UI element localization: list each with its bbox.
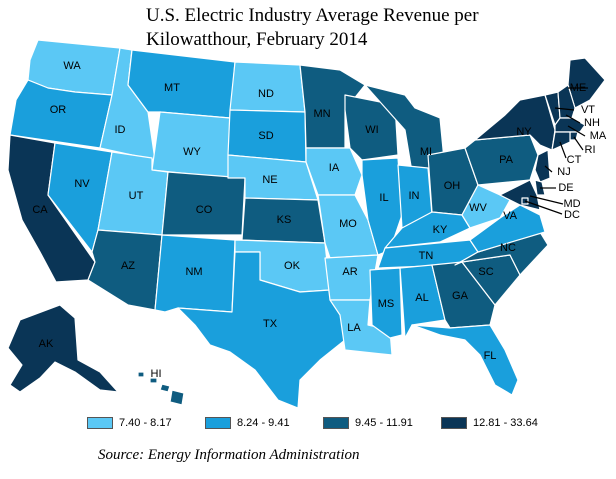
label-il: IL	[379, 192, 388, 204]
legend-label-4: 12.81 - 33.64	[473, 417, 538, 429]
title-line-1: U.S. Electric Industry Average Revenue p…	[146, 5, 479, 26]
label-al: AL	[415, 292, 428, 304]
label-nh: NH	[584, 117, 600, 129]
label-ma: MA	[590, 130, 607, 142]
leader-ri	[573, 136, 584, 151]
label-tx: TX	[263, 318, 278, 330]
label-ut: UT	[129, 190, 144, 202]
label-co: CO	[196, 204, 213, 216]
label-ar: AR	[342, 266, 357, 278]
label-me: ME	[570, 82, 587, 94]
label-or: OR	[50, 104, 67, 116]
label-ri: RI	[585, 144, 596, 156]
state-hi-2[interactable]	[149, 377, 158, 384]
state-la[interactable]	[329, 299, 393, 356]
label-az: AZ	[121, 260, 135, 272]
legend: 7.40 - 8.17 8.24 - 9.41 9.45 - 11.91 12.…	[87, 417, 559, 429]
legend-label-1: 7.40 - 8.17	[119, 417, 172, 429]
leader-nj	[544, 165, 553, 173]
state-hi-1[interactable]	[137, 371, 145, 378]
state-mn[interactable]	[299, 64, 366, 149]
label-pa: PA	[499, 154, 514, 166]
leader-md	[529, 195, 564, 205]
state-ri[interactable]	[569, 131, 579, 141]
label-wy: WY	[183, 146, 201, 158]
label-ak: AK	[39, 338, 54, 350]
label-ms: MS	[378, 298, 395, 310]
state-ak[interactable]	[7, 304, 119, 393]
label-dc: DC	[564, 209, 580, 221]
label-nd: ND	[258, 88, 274, 100]
label-id: ID	[115, 124, 126, 136]
label-ky: KY	[433, 224, 448, 236]
state-ct[interactable]	[551, 131, 571, 151]
state-ms[interactable]	[369, 267, 403, 339]
leader-nh	[565, 114, 581, 124]
label-nm: NM	[185, 266, 202, 278]
label-ct: CT	[567, 154, 582, 166]
label-oh: OH	[444, 180, 461, 192]
label-mt: MT	[164, 82, 180, 94]
label-va: VA	[503, 210, 518, 222]
legend-swatch-3	[323, 417, 349, 429]
label-ok: OK	[284, 260, 301, 272]
legend-item-4: 12.81 - 33.64	[441, 417, 559, 429]
label-nc: NC	[500, 242, 516, 254]
legend-label-3: 9.45 - 11.91	[355, 417, 413, 429]
label-mn: MN	[313, 108, 330, 120]
title-line-2: Kilowatthour, February 2014	[146, 29, 368, 50]
label-mo: MO	[339, 218, 357, 230]
state-tx[interactable]	[177, 251, 346, 409]
label-ne: NE	[262, 174, 277, 186]
legend-item-3: 9.45 - 11.91	[323, 417, 441, 429]
label-ny: NY	[516, 126, 532, 138]
label-ia: IA	[329, 162, 340, 174]
map-title: U.S. Electric Industry Average Revenue p…	[146, 4, 586, 52]
legend-item-1: 7.40 - 8.17	[87, 417, 205, 429]
label-ks: KS	[277, 214, 292, 226]
label-sc: SC	[478, 266, 493, 278]
label-nv: NV	[74, 178, 90, 190]
source-note: Source: Energy Information Administratio…	[98, 447, 360, 463]
label-wv: WV	[469, 202, 487, 214]
label-fl: FL	[484, 350, 497, 362]
label-nj: NJ	[557, 166, 570, 178]
label-wa: WA	[63, 60, 81, 72]
label-tn: TN	[419, 250, 434, 262]
leader-ma	[567, 125, 586, 137]
label-hi: HI	[151, 368, 162, 380]
state-hi-3[interactable]	[159, 383, 171, 393]
label-wi: WI	[365, 124, 378, 136]
legend-swatch-1	[87, 417, 113, 429]
state-nj[interactable]	[534, 149, 551, 183]
leader-dc	[524, 200, 563, 215]
label-in: IN	[409, 190, 420, 202]
label-la: LA	[347, 322, 361, 334]
state-fl[interactable]	[411, 324, 519, 396]
state-mi[interactable]	[364, 84, 446, 173]
label-vt: VT	[581, 104, 595, 116]
label-mi: MI	[420, 146, 432, 158]
legend-label-2: 8.24 - 9.41	[237, 417, 290, 429]
label-md: MD	[563, 198, 580, 210]
legend-item-2: 8.24 - 9.41	[205, 417, 323, 429]
label-de: DE	[558, 182, 573, 194]
label-sd: SD	[258, 130, 273, 142]
state-hi-4[interactable]	[169, 389, 185, 406]
leader-ct	[559, 141, 567, 159]
label-ga: GA	[452, 290, 469, 302]
leader-vt	[554, 107, 575, 111]
state-ma[interactable]	[554, 117, 586, 133]
state-al[interactable]	[399, 264, 446, 339]
legend-swatch-4	[441, 417, 467, 429]
label-ca: CA	[32, 204, 48, 216]
legend-swatch-2	[205, 417, 231, 429]
